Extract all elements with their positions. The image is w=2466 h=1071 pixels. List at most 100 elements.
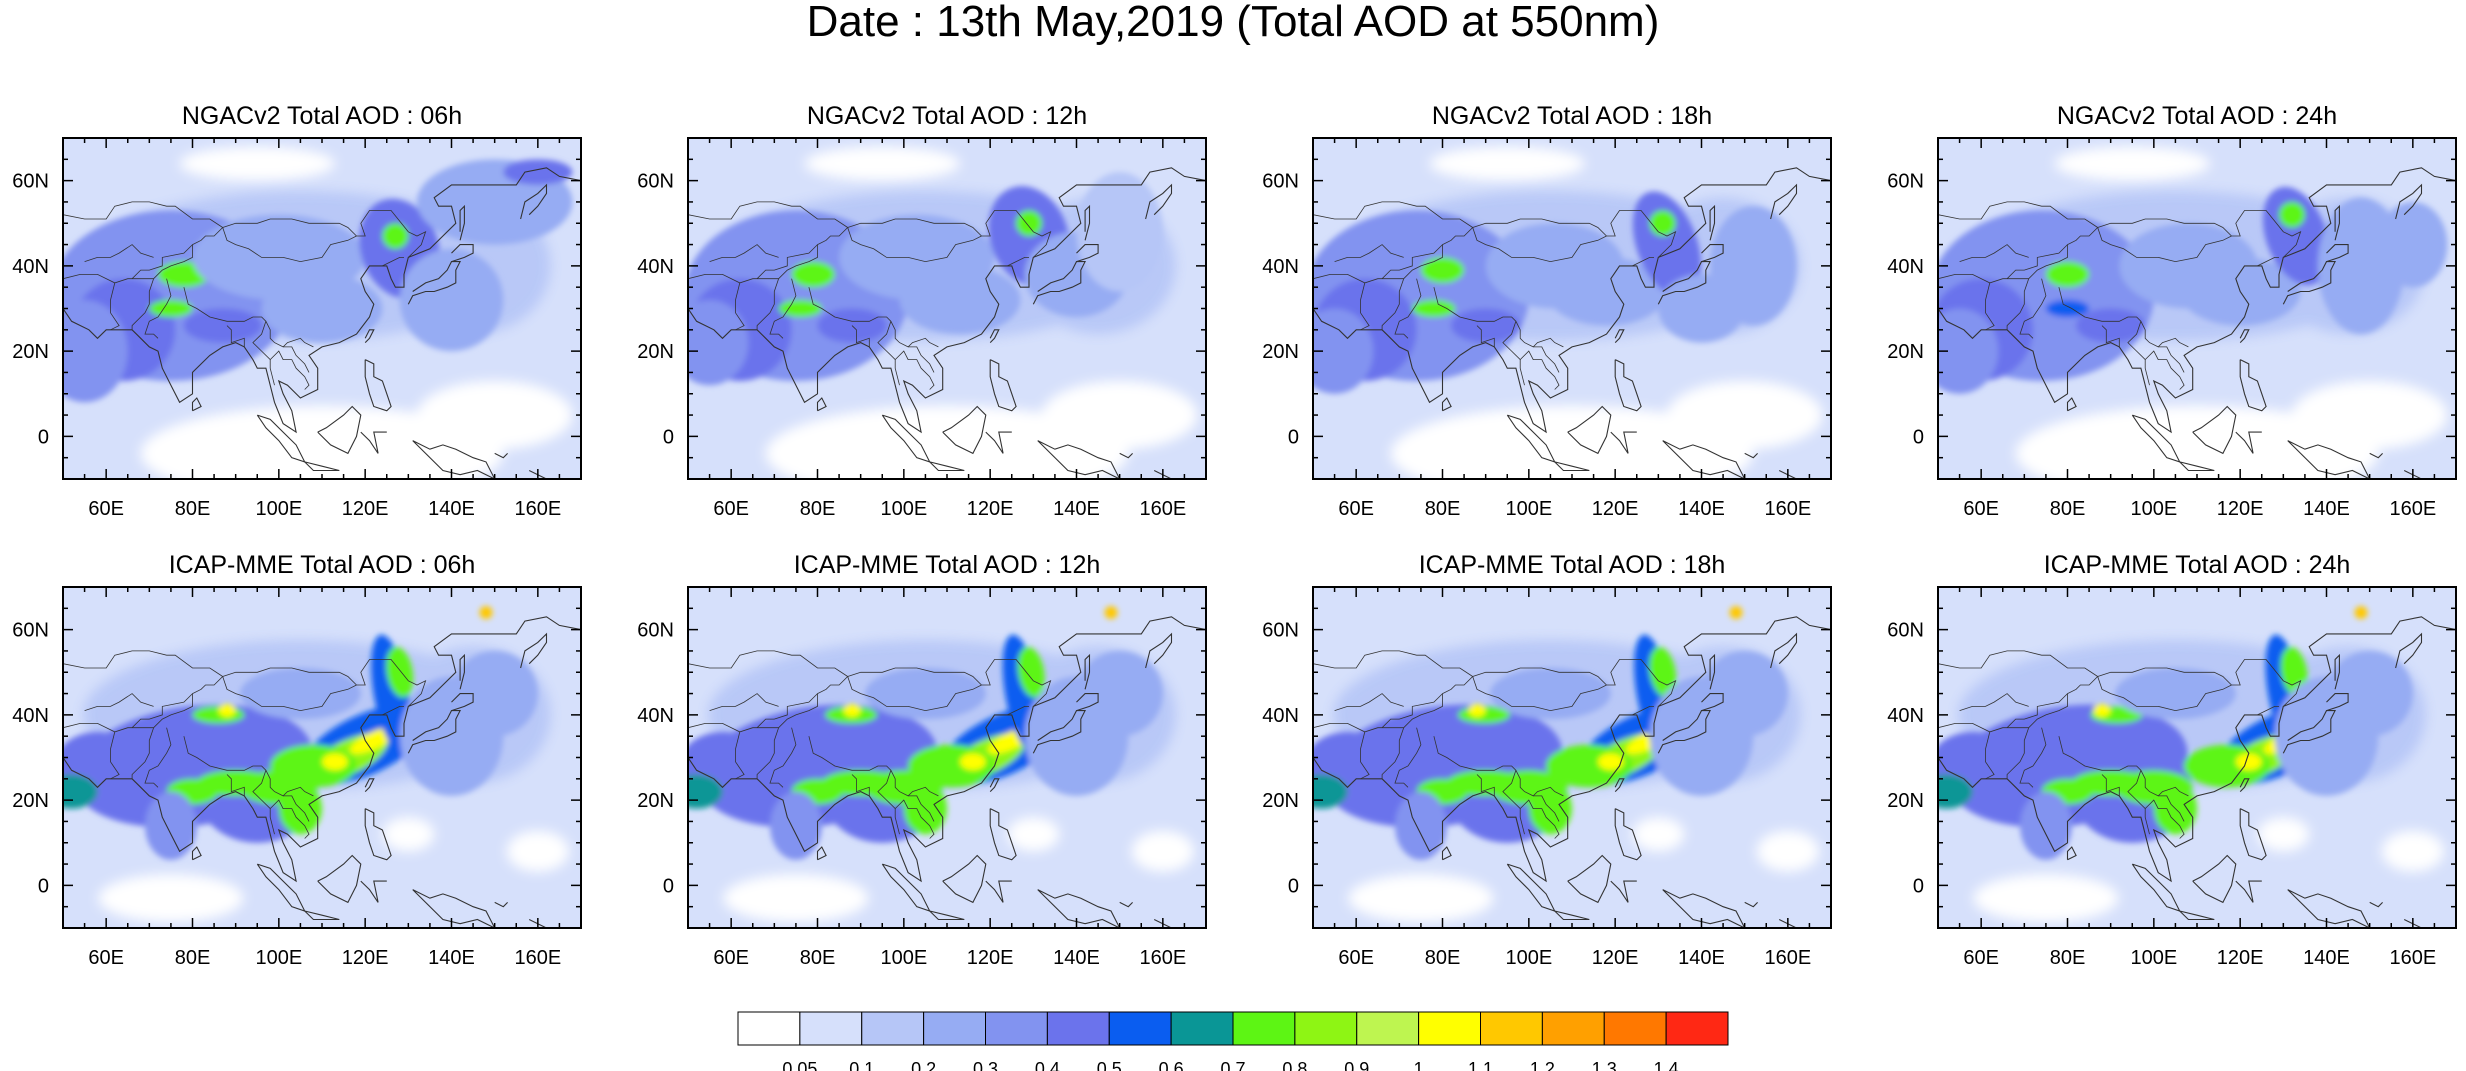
colorbar-swatch [861,1011,925,1046]
colorbar-swatch [923,1011,986,1046]
country-border [2127,770,2150,835]
coastline [2334,653,2340,690]
x-tick-label: 120E [1592,498,1639,520]
coastline [1701,244,1724,263]
coastline [1744,452,1758,459]
coastline [2239,808,2267,861]
colorbar: 0.05 0.1 0.2 0.3 0.4 0.5 0.6 0.7 0.8 0.9 1 1.1 1.2 1.… [737,1011,1729,1071]
colorbar-label: 0.7 [1220,1059,1245,1071]
coastline [2369,901,2383,908]
coastline [1032,710,1086,754]
coastline [1076,693,1099,712]
coastline [1567,854,1612,904]
aod-field [1938,587,2456,928]
aod-plume [1451,308,1521,343]
coastline [459,653,465,690]
coastline [1145,632,1173,669]
colorbar-swatch [985,1011,1048,1046]
country-border [283,795,310,822]
panel-title: ICAP-MME Total AOD : 18h [1419,551,1726,579]
country-border [269,350,310,390]
y-tick-label: 60N [12,620,49,642]
coastline [1610,431,1637,454]
colorbar-swatch [1108,1011,1172,1046]
colorbar-swatch [1603,1011,1667,1046]
coastline [1610,880,1637,903]
country-border [63,201,223,228]
y-tick-label: 40N [1262,705,1299,727]
country-border [908,346,935,373]
y-tick-label: 20N [1262,341,1299,363]
country-border [847,676,982,712]
country-border [769,727,797,788]
x-tick-label: 140E [2303,947,2350,969]
coastline [1084,204,1091,241]
country-border [756,727,779,779]
y-tick-label: 0 [1288,875,1299,897]
aod-plume [1701,650,1788,737]
country-border [1334,693,1404,711]
x-tick-label: 100E [2130,947,2177,969]
country-border [908,795,935,822]
aod-field [688,138,1206,479]
y-tick-label: 20N [12,790,49,812]
coastline [2282,261,2336,305]
colorbar-swatch [1418,1011,1481,1046]
x-tick-label: 160E [1764,947,1811,969]
colorbar-label: 1.1 [1468,1059,1493,1071]
country-border [84,244,154,262]
aod-plume [1395,791,1447,860]
coastline [1567,405,1612,455]
country-border [1476,774,1495,796]
colorbar-label: 1.3 [1592,1059,1617,1071]
coastline [1554,461,1590,472]
coastline [1770,183,1798,220]
country-border [756,693,818,728]
aod-plume [1420,257,1465,283]
panel-title: NGACv2 Total AOD : 06h [182,102,462,130]
x-tick-label: 100E [2130,498,2177,520]
y-tick-label: 40N [1887,705,1924,727]
country-border [2127,321,2150,386]
aod-plume [322,753,348,771]
y-tick-label: 60N [1887,620,1924,642]
x-tick-label: 140E [1053,498,1100,520]
country-border [1313,201,1473,228]
y-tick-label: 60N [1887,171,1924,193]
aod-field [63,138,581,479]
country-border [252,770,275,835]
coastline [985,880,1012,903]
country-border [1360,731,1370,780]
country-border [1476,325,1495,347]
coastline [1076,244,1099,263]
colorbar-swatch [1046,1011,1110,1046]
x-tick-label: 60E [1338,947,1374,969]
aod-plume [1729,606,1743,619]
coastline [1657,261,1711,305]
x-tick-label: 80E [800,947,836,969]
country-border [382,256,404,267]
country-border [2158,346,2185,373]
aod-plume [149,299,193,318]
aod-plume [1468,704,1486,718]
panels-layer: NGACv2 Total AOD : 06h 60E 80E 100E 120E 140E… [12,102,2457,969]
y-tick-label: 0 [38,426,49,448]
map-panel: ICAP-MME Total AOD : 24h 60E 80E 100E 120E 14… [1887,551,2457,969]
aod-field [1313,138,1831,479]
country-border [2019,727,2047,788]
panel-title: ICAP-MME Total AOD : 06h [169,551,476,579]
country-border [1433,287,1564,348]
country-border [63,210,427,284]
x-tick-label: 80E [2050,498,2086,520]
country-border [1938,659,2302,733]
coastline [451,693,474,712]
coastline [929,461,965,472]
coastline [2066,397,2077,412]
coastline [1938,616,2456,883]
aod-plume [2045,261,2090,288]
x-tick-label: 120E [1592,947,1639,969]
aod-plume [2076,308,2146,343]
country-border [1502,321,1525,386]
coastline [1770,632,1798,669]
country-border [131,244,193,279]
